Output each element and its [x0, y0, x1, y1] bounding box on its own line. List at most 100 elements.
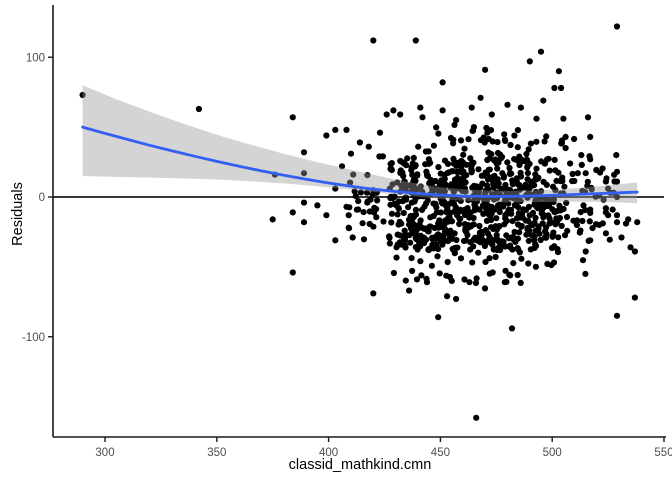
data-point — [464, 205, 471, 212]
data-point — [507, 244, 514, 251]
data-point — [582, 170, 589, 177]
data-point — [447, 184, 454, 191]
data-point — [289, 209, 296, 216]
data-point — [593, 166, 600, 174]
data-point — [460, 151, 467, 158]
data-point — [514, 127, 522, 134]
data-point — [425, 148, 432, 155]
data-point — [395, 205, 402, 212]
data-point — [600, 196, 607, 203]
data-point — [526, 58, 533, 65]
data-point — [613, 312, 621, 319]
data-point — [472, 188, 479, 195]
data-point — [332, 185, 339, 192]
data-point — [514, 235, 522, 242]
data-point — [424, 197, 431, 204]
data-point — [441, 228, 449, 235]
data-point — [582, 207, 589, 214]
data-point — [516, 153, 523, 160]
data-point — [513, 202, 520, 209]
data-point — [491, 206, 498, 213]
data-point — [444, 160, 452, 167]
data-point — [349, 234, 356, 241]
data-point — [415, 143, 422, 150]
data-point — [487, 127, 495, 134]
data-point — [461, 145, 468, 152]
data-point — [587, 133, 594, 140]
data-point — [433, 124, 440, 131]
data-point — [470, 127, 477, 134]
data-point — [533, 115, 540, 122]
data-point — [405, 204, 412, 211]
data-point — [489, 174, 496, 181]
data-point — [454, 244, 461, 251]
data-point — [404, 155, 411, 162]
data-point — [544, 202, 552, 209]
data-point — [489, 241, 496, 248]
data-point — [549, 206, 556, 213]
data-point — [343, 126, 350, 133]
data-point — [443, 209, 450, 216]
data-point — [421, 203, 428, 210]
data-point — [523, 231, 530, 238]
data-point — [501, 136, 508, 143]
data-point — [475, 249, 482, 256]
data-point — [603, 175, 610, 182]
data-point — [470, 236, 477, 243]
data-point — [451, 250, 458, 257]
data-point — [508, 170, 515, 177]
data-point — [553, 177, 560, 184]
data-point — [477, 137, 485, 144]
smooth-line — [81, 125, 639, 198]
data-point — [551, 243, 558, 250]
data-point — [430, 142, 437, 149]
data-point — [445, 218, 452, 225]
data-point — [539, 220, 546, 227]
data-point — [441, 171, 448, 179]
data-point — [473, 414, 480, 421]
data-point — [490, 246, 497, 253]
data-point — [430, 245, 437, 252]
data-point — [364, 172, 371, 179]
data-point — [486, 270, 493, 277]
data-point — [357, 189, 364, 196]
data-point — [506, 271, 513, 278]
data-point — [355, 198, 362, 205]
data-point — [314, 202, 321, 209]
data-point — [560, 115, 567, 122]
data-point — [511, 132, 518, 139]
data-point — [599, 220, 606, 227]
data-point — [371, 209, 378, 216]
data-point — [323, 132, 330, 139]
data-point — [435, 130, 442, 137]
y-axis-title: Residuals — [10, 182, 26, 246]
data-point — [555, 216, 562, 223]
data-point — [456, 220, 463, 228]
data-point — [543, 231, 550, 238]
data-point — [481, 242, 488, 250]
data-point — [493, 215, 500, 222]
data-point — [540, 178, 547, 185]
data-point — [533, 165, 540, 172]
data-point — [415, 224, 422, 231]
data-point — [584, 114, 592, 121]
data-point — [532, 242, 540, 250]
data-point — [432, 201, 439, 209]
data-point — [558, 137, 566, 144]
data-point — [363, 189, 371, 196]
data-point — [477, 94, 484, 101]
data-point — [419, 114, 426, 121]
data-point — [541, 138, 548, 145]
data-point — [376, 129, 384, 136]
data-point — [500, 238, 507, 245]
data-point — [611, 171, 618, 178]
data-point — [486, 204, 493, 211]
data-point — [525, 260, 532, 267]
data-point — [396, 218, 403, 225]
data-point — [490, 196, 498, 203]
data-point — [523, 156, 531, 163]
data-point — [611, 178, 618, 185]
data-point — [482, 258, 489, 266]
data-point — [526, 185, 533, 192]
